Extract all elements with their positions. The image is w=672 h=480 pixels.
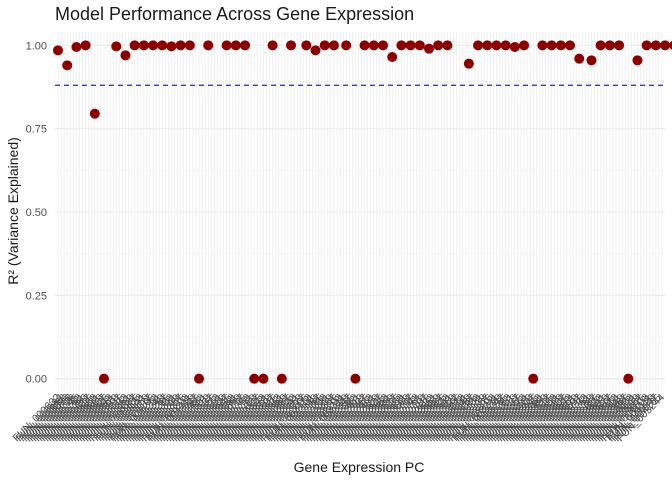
y-tick-labels: 0.00 0.25 0.50 0.75 1.00	[26, 40, 47, 385]
data-point	[482, 40, 493, 51]
data-point	[519, 40, 530, 51]
data-point	[546, 40, 557, 51]
data-point	[184, 40, 195, 51]
data-point	[632, 55, 643, 66]
data-point	[53, 45, 63, 56]
data-point	[89, 108, 100, 119]
data-point	[377, 40, 388, 51]
data-point	[528, 373, 539, 384]
data-point	[405, 40, 416, 51]
data-point	[650, 40, 661, 51]
data-point	[148, 40, 159, 51]
data-point	[166, 41, 177, 52]
data-point	[258, 373, 269, 384]
data-point	[80, 40, 91, 51]
data-point	[574, 53, 585, 64]
data-point	[129, 40, 140, 51]
data-point	[98, 373, 109, 384]
chart-title: Model Performance Across Gene Expression	[55, 4, 414, 24]
data-point	[240, 40, 251, 51]
data-point	[641, 40, 652, 51]
data-point	[341, 40, 352, 51]
data-point	[423, 43, 434, 54]
data-point	[491, 40, 502, 51]
data-point	[463, 58, 474, 69]
data-point	[350, 373, 361, 384]
data-point	[286, 40, 297, 51]
data-point	[509, 42, 520, 52]
y-tick-label: 0.00	[26, 374, 47, 386]
data-point	[111, 41, 122, 52]
data-point	[473, 40, 484, 51]
data-point	[71, 42, 82, 52]
y-axis-title: R² (Variance Explained)	[5, 137, 21, 285]
grid	[55, 32, 665, 392]
data-point	[387, 52, 398, 62]
data-point	[359, 40, 370, 51]
data-point	[301, 40, 312, 51]
data-point	[623, 373, 634, 384]
data-point	[328, 40, 339, 51]
data-point	[120, 50, 131, 61]
data-point	[396, 40, 407, 51]
data-point	[276, 373, 287, 384]
data-point	[500, 40, 511, 51]
data-point	[249, 373, 260, 384]
data-point	[414, 40, 425, 51]
y-tick-label: 1.00	[26, 40, 47, 52]
x-axis-title: Gene Expression PC	[294, 459, 425, 475]
data-point	[221, 40, 232, 51]
data-point	[669, 40, 672, 50]
data-point	[660, 40, 671, 51]
data-point	[565, 40, 576, 51]
y-tick-label: 0.50	[26, 207, 47, 219]
data-point	[157, 40, 168, 51]
data-point	[368, 40, 379, 51]
data-point	[203, 40, 214, 51]
data-point	[175, 40, 186, 51]
data-point	[442, 40, 453, 51]
y-tick-label: 0.25	[26, 290, 47, 302]
data-point	[194, 373, 205, 384]
data-point	[267, 40, 278, 51]
data-point	[319, 40, 330, 51]
data-point	[310, 45, 321, 56]
data-point	[586, 55, 597, 66]
data-point	[604, 40, 615, 51]
data-point	[555, 40, 566, 51]
data-point	[138, 40, 149, 51]
data-point	[537, 40, 548, 51]
y-tick-label: 0.75	[26, 124, 47, 136]
data-point	[433, 40, 444, 51]
x-tick-labels: FUN_000632FUN_000644FUN_000660FUN_000690…	[10, 392, 667, 445]
data-point	[62, 60, 73, 71]
points-group	[53, 40, 672, 384]
data-point	[614, 40, 625, 51]
data-point	[230, 40, 241, 51]
data-point	[595, 40, 606, 51]
